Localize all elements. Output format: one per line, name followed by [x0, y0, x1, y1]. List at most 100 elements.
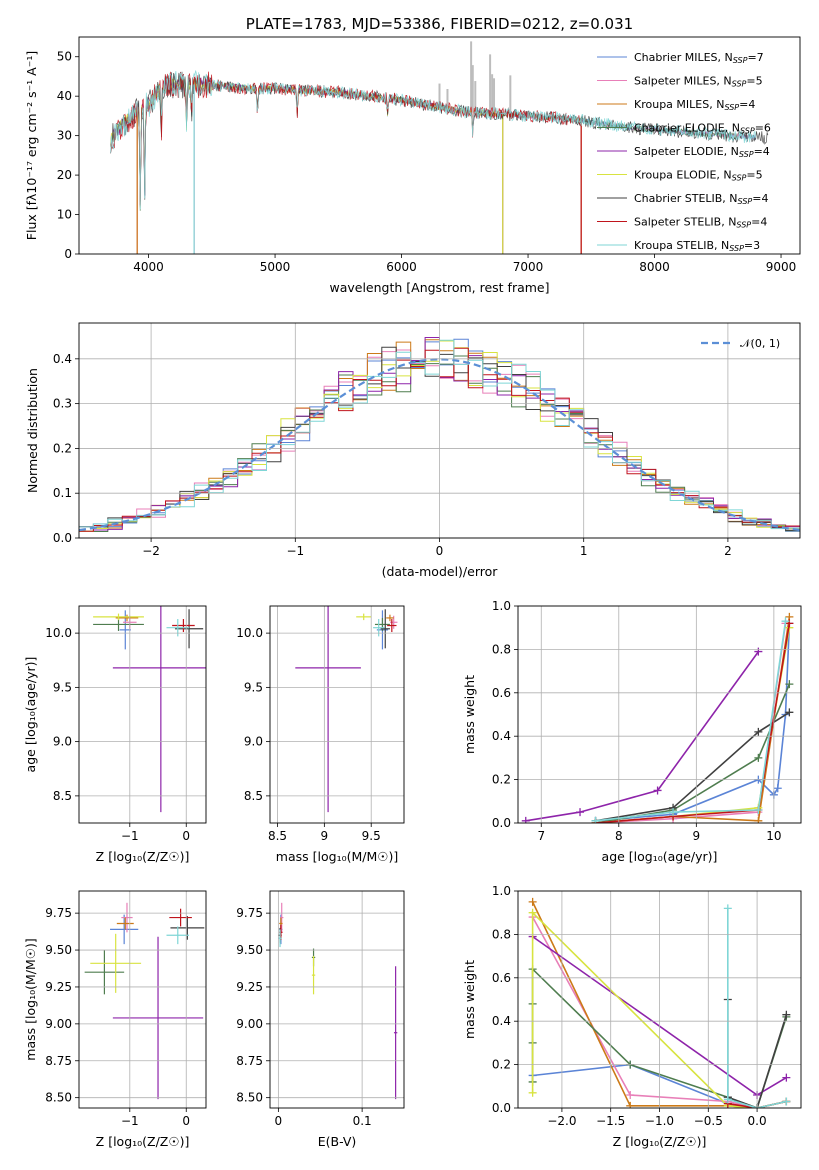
y-tick-label: 0.1 [53, 486, 72, 500]
weight-marker [521, 816, 530, 823]
legend-entry-gaussian: 𝒩(0, 1) [740, 337, 780, 350]
legend-eq: =4 [752, 192, 768, 205]
x-tick-label: 0 [182, 1114, 190, 1128]
weight-marker [782, 1010, 791, 1019]
errorbar-point-kroupa-elodie [90, 933, 142, 993]
x-tick-label: 8.5 [268, 829, 287, 843]
y-tick-label: 0.4 [53, 352, 72, 366]
y-tick-label: 9.00 [45, 1017, 72, 1031]
x-tick-label: 0 [275, 1114, 283, 1128]
legend-entry-kroupa-elodie: Kroupa ELODIE, NSSP=5 [634, 169, 763, 183]
x-axis-label: age [log₁₀(age/yr)] [602, 849, 718, 864]
y-axis-label: mass weight [462, 960, 477, 1039]
spectrum-plot-area [110, 41, 769, 254]
errorbar-point-salpeter-elodie [112, 936, 204, 1100]
legend-sub: SSP [733, 56, 748, 65]
legend-name: Kroupa ELODIE, N [634, 169, 732, 182]
legend-sub: SSP [739, 150, 754, 159]
x-tick-label: 6000 [386, 260, 417, 274]
y-tick-label: 0.0 [492, 816, 511, 830]
weight-marker [754, 805, 763, 814]
errorbar-point-kroupa-elodie [356, 613, 372, 621]
weight-marker [785, 708, 794, 717]
y-tick-label: 30 [57, 129, 72, 143]
axes-frame [78, 322, 801, 539]
y-tick-label: 9.0 [244, 735, 263, 749]
x-axis-label: (data-model)/error [382, 564, 499, 579]
legend-name: Salpeter STELIB, N [634, 216, 736, 229]
weight-line [595, 621, 787, 822]
y-tick-label: 9.5 [53, 680, 72, 694]
weight-marker [782, 1073, 791, 1082]
x-tick-label: 4000 [133, 260, 164, 274]
errorbar-point-chabrier-stelib [174, 609, 204, 649]
errorbar-point-chabrier-elodie [84, 950, 125, 995]
y-tick-label: 0.4 [492, 1014, 511, 1028]
legend-eq: =5 [746, 169, 762, 182]
legend-entry-kroupa-miles: Kroupa MILES, NSSP=4 [634, 98, 755, 112]
legend: 𝒩(0, 1) [701, 337, 780, 350]
age_vs_mass-panel: 8.5 9 9.5 8.5 9.0 9.5 10.0 mass [log₁₀(M/M☉)] [236, 605, 405, 864]
y-tick-label: 0.0 [53, 531, 72, 545]
x-tick-label: −0.5 [694, 1114, 723, 1128]
legend-eq: =4 [739, 98, 755, 111]
legend-sub: SSP [724, 103, 739, 112]
age_vs_Z-panel: −1 0 8.5 9.0 9.5 10.0 Z [log₁₀(Z/Z☉)] age [log₁… [23, 605, 207, 864]
y-axis-label: Normed distribution [25, 368, 40, 493]
y-tick-label: 9.00 [236, 1017, 263, 1031]
y-tick-label: 0.2 [492, 1058, 511, 1072]
errorbar-point-chabrier-stelib [170, 916, 205, 940]
errorbar-point-salpeter-stelib [169, 908, 192, 927]
weight-marker [782, 1097, 791, 1106]
mass_vs_Z-plot-area [84, 902, 205, 1100]
weight-marker [626, 1101, 635, 1108]
axes-frame [517, 605, 802, 824]
errorbar-point-chabrier-stelib [380, 609, 390, 649]
legend-name: Kroupa MILES, N [634, 98, 724, 111]
weight-marker [528, 1088, 537, 1097]
weight-marker [785, 680, 794, 689]
mass_vs_Z-panel: −1 0 8.50 8.75 9.00 9.25 9.50 9.75 Z [log₁₀(Z/Z☉… [23, 890, 207, 1149]
axes-frame [78, 605, 207, 824]
y-tick-label: 0 [64, 247, 72, 261]
weight-marker [626, 1090, 635, 1099]
legend-eq: =4 [751, 216, 767, 229]
x-axis-label: E(B-V) [318, 1134, 357, 1149]
y-tick-label: 8.50 [45, 1091, 72, 1105]
weight-marker [781, 617, 790, 626]
mass_vs_ebv-panel: 0 0.1 8.50 8.75 9.00 9.25 9.50 9.75 E(B-V) [236, 890, 405, 1149]
y-axis-label: Flux [fλ10⁻¹⁷ erg cm⁻² s⁻¹ A⁻¹] [24, 51, 39, 240]
y-tick-label: 1.0 [492, 884, 511, 898]
x-tick-label: −1.5 [596, 1114, 625, 1128]
x-tick-label: −1.0 [645, 1114, 674, 1128]
x-tick-label: 7 [537, 829, 545, 843]
weight-series-kroupa-miles [591, 612, 794, 823]
legend-eq: =3 [744, 239, 760, 252]
legend-entry-chabrier-miles: Chabrier MILES, NSSP=7 [634, 51, 764, 65]
y-axis-label: mass weight [462, 675, 477, 754]
chart-title: PLATE=1783, MJD=53386, FIBERID=0212, z=0… [246, 15, 633, 33]
y-tick-label: 0.8 [492, 642, 511, 656]
x-tick-label: 5000 [260, 260, 291, 274]
y-tick-label: 0.4 [492, 729, 511, 743]
legend-eq: =6 [755, 122, 771, 135]
y-tick-label: 8.5 [244, 789, 263, 803]
x-axis-label: wavelength [Angstrom, rest frame] [329, 280, 549, 295]
legend-entry-chabrier-elodie: Chabrier ELODIE, NSSP=6 [634, 122, 771, 136]
legend-eq: =4 [754, 145, 770, 158]
weight-line [727, 908, 787, 1108]
errorbar-point-kroupa-stelib [278, 929, 282, 948]
weight-series-salpeter-stelib [591, 619, 794, 823]
weight-marker [754, 816, 763, 823]
y-tick-label: 8.5 [53, 789, 72, 803]
weight-marker [754, 727, 763, 736]
weight_vs_age-plot-area [521, 612, 794, 823]
weight-series-kroupa-elodie [591, 623, 794, 823]
axes-frame [269, 890, 405, 1109]
weight_vs_Z-panel: −2.0 −1.5 −1.0 −0.5 0.0 0.0 0.2 0.4 0.6 0.8 1.0 Z [… [462, 884, 802, 1149]
weight-series-chabrier-elodie [591, 680, 794, 823]
errorbar-point-kroupa-stelib [166, 926, 190, 945]
x-tick-label: 8 [615, 829, 623, 843]
legend-name: Salpeter MILES, N [634, 75, 732, 88]
